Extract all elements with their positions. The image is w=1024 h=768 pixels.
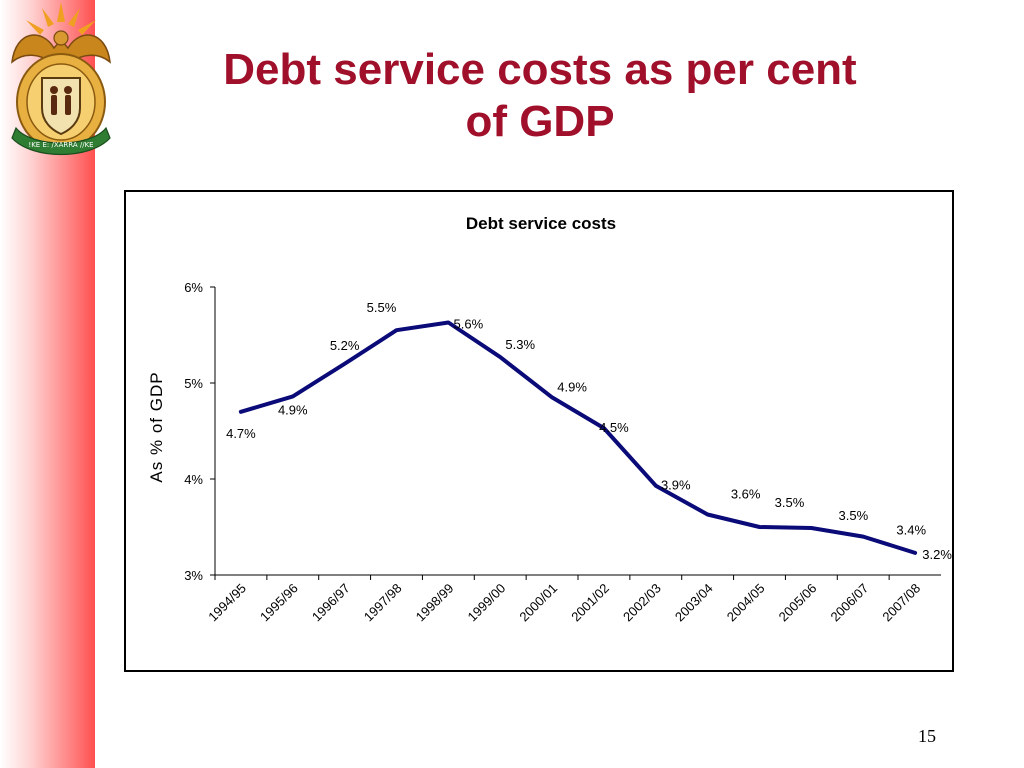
- x-tick-label: 2007/08: [879, 581, 923, 625]
- x-tick-label: 1997/98: [361, 581, 405, 625]
- data-label: 3.9%: [661, 478, 691, 493]
- slide-title: Debt service costs as per cent of GDP: [130, 44, 950, 148]
- x-tick-label: 2001/02: [568, 581, 612, 625]
- data-label: 3.5%: [775, 495, 805, 510]
- data-label: 5.2%: [330, 338, 360, 353]
- data-label: 5.5%: [367, 300, 397, 315]
- chart-title: Debt service costs: [466, 214, 616, 233]
- y-tick-label: 4%: [184, 472, 203, 487]
- x-tick-label: 1995/96: [257, 581, 301, 625]
- x-tick-label: 2000/01: [516, 581, 560, 625]
- data-label: 3.5%: [839, 508, 869, 523]
- data-label: 3.6%: [731, 487, 761, 502]
- data-label: 4.9%: [557, 379, 587, 394]
- coat-of-arms-logo: !KE E: /XARRA //KE: [11, 2, 111, 155]
- page-number: 15: [918, 726, 936, 746]
- x-tick-label: 2002/03: [620, 581, 664, 625]
- svg-text:!KE E: /XARRA //KE: !KE E: /XARRA //KE: [28, 141, 93, 149]
- x-tick-label: 1998/99: [413, 581, 457, 625]
- y-tick-label: 3%: [184, 568, 203, 583]
- x-tick-label: 1996/97: [309, 581, 353, 625]
- slide-title-line1: Debt service costs as per cent: [223, 45, 857, 94]
- x-tick-label: 2006/07: [827, 581, 871, 625]
- y-tick-label: 6%: [184, 280, 203, 295]
- line-chart: Debt service costs As % of GDP 3%4%5%6% …: [147, 214, 952, 625]
- x-tick-label: 2005/06: [776, 581, 820, 625]
- series-line: [238, 320, 918, 555]
- data-label: 4.5%: [599, 420, 629, 435]
- data-label: 4.7%: [226, 426, 256, 441]
- data-label: 3.4%: [896, 523, 926, 538]
- data-label: 3.2%: [922, 547, 952, 562]
- y-axis-title: As % of GDP: [147, 371, 166, 482]
- data-label: 5.6%: [454, 317, 484, 332]
- x-tick-label: 2004/05: [724, 581, 768, 625]
- data-label: 4.9%: [278, 402, 308, 417]
- data-label: 5.3%: [505, 337, 535, 352]
- x-tick-label: 1999/00: [464, 581, 508, 625]
- slide-title-line2: of GDP: [465, 97, 615, 146]
- x-tick-label: 1994/95: [205, 581, 249, 625]
- y-tick-label: 5%: [184, 376, 203, 391]
- chart-frame: Debt service costs As % of GDP 3% 4% 5% 6% …: [124, 190, 954, 672]
- x-tick-label: 2003/04: [672, 581, 716, 625]
